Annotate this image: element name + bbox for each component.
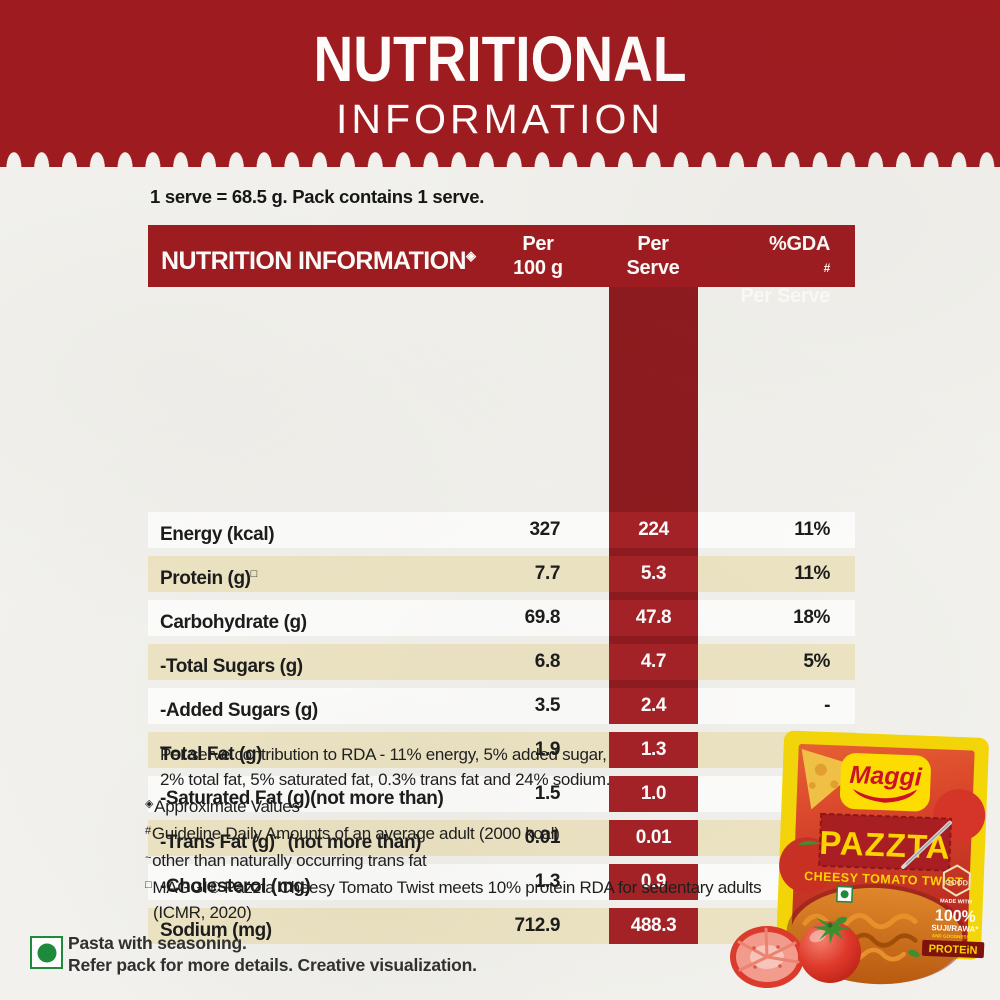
per-100g-value: 1.5 [534, 783, 561, 804]
table-row-protein: Protein (g)□ 7.7 5.3 11% [148, 556, 855, 592]
nutrient-label: Energy (kcal) [160, 524, 275, 545]
per-serve-value: 0.9 [609, 864, 698, 900]
nutrient-label: -Cholesterol (mg) [160, 876, 311, 897]
per-serve-value: 224 [609, 512, 698, 548]
footnote-protein-rda: □MAGGI® Pazzta Cheesy Tomato Twist meets… [145, 878, 762, 922]
disclaimer-line1: Pasta with seasoning. [68, 933, 247, 953]
gda-value: 11% [794, 563, 830, 584]
table-row-sodium: Sodium (mg) 712.9 488.3 20% [148, 908, 855, 944]
svg-text:PAZZTA: PAZZTA [819, 824, 952, 866]
nutrient-label: Total Fat (g) [160, 744, 263, 765]
column-header-per-100g: Per 100 g [513, 233, 563, 279]
table-header: NUTRITION INFORMATION◈ Per 100 g Per Ser… [148, 225, 855, 307]
table-title-text: NUTRITION INFORMATION [161, 247, 467, 275]
per-serve-value: 5.3 [609, 556, 698, 592]
svg-text:MADE WITH: MADE WITH [940, 898, 972, 905]
per-100g-value: 6.8 [534, 651, 561, 672]
serving-note: 1 serve = 68.5 g. Pack contains 1 serve. [150, 186, 485, 207]
gda-footnote-mark: # [823, 261, 831, 275]
per-serve-value: 47.8 [609, 600, 698, 636]
header-banner: NUTRITIONAL INFORMATION [0, 0, 1000, 167]
approximate-values-mark: ◈ [465, 248, 476, 263]
nutrition-table: NUTRITION INFORMATION◈ Per 100 g Per Ser… [148, 225, 855, 944]
per-100g-value: 7.7 [534, 563, 561, 584]
banner-subtitle: INFORMATION [336, 96, 664, 142]
nutrient-label: -Added Sugars (g) [160, 700, 318, 721]
svg-text:PROTEiN: PROTEiN [928, 943, 977, 957]
per-100g-value: 0.01 [524, 827, 561, 848]
good-badge-icon [942, 864, 971, 897]
per-100g-value: 69.8 [524, 607, 561, 628]
per-100g-value: 3.5 [534, 695, 561, 716]
per-100g-value: 1.9 [534, 739, 561, 760]
column-header-per-serve: Per Serve [626, 233, 680, 279]
veg-symbol [30, 936, 63, 969]
disclaimer-line2: Refer pack for more details. Creative vi… [68, 955, 477, 975]
nutrient-label: -Total Sugars (g) [160, 656, 303, 677]
tomato-half [730, 926, 804, 988]
nutrient-label: Protein (g)□ [160, 568, 257, 589]
table-title: NUTRITION INFORMATION◈ [161, 225, 476, 287]
per-100g-value: 712.9 [514, 915, 560, 936]
per-serve-value: 4.7 [609, 644, 698, 680]
pack-veg-symbol [836, 885, 854, 903]
rda-note-line1: Per serve contribution to RDA - 11% ener… [160, 745, 607, 764]
svg-text:Maggi: Maggi [849, 761, 923, 792]
column-header-gda: %GDA # Per Serve [740, 233, 831, 307]
pack-claims: GOOD MADE WITH 100% SUJI/RAWA* AND GOODN… [921, 864, 985, 959]
per-serve-value: 488.3 [609, 908, 698, 944]
svg-text:SUJI/RAWA*: SUJI/RAWA* [931, 923, 979, 934]
per-serve-value: 1.0 [609, 776, 698, 812]
table-row-trans-fat: -Trans Fat (g)~ (not more than) 0.01 0.01… [148, 820, 855, 856]
per-serve-value: 2.4 [609, 688, 698, 724]
veg-dot-icon [37, 943, 56, 962]
table-row-added-sugars: -Added Sugars (g) 3.5 2.4 - [148, 688, 855, 724]
per-100g-value: 1.3 [534, 871, 561, 892]
table-row-energy: Energy (kcal) 327 224 11% [148, 512, 855, 548]
tomato-whole [799, 917, 861, 983]
gda-value: 11% [794, 519, 830, 540]
table-row-total-sugars: -Total Sugars (g) 6.8 4.7 5% [148, 644, 855, 680]
per-serve-value: 0.01 [609, 820, 698, 856]
product-pack-image: Maggi PAZZTA CHEESY TOMATO TWIST [730, 730, 989, 988]
gda-value: 5% [803, 651, 830, 672]
nutrient-label: Carbohydrate (g) [160, 612, 307, 633]
banner-title: NUTRITIONAL [313, 23, 687, 95]
svg-text:GOOD: GOOD [945, 878, 969, 888]
table-row-saturated-fat: -Saturated Fat (g)(not more than) 1.5 1.… [148, 776, 855, 812]
footnotes: Per serve contribution to RDA - 11% ener… [145, 742, 790, 925]
per-serve-value: 1.3 [609, 732, 698, 768]
nutrient-label: -Saturated Fat (g)(not more than) [160, 788, 444, 809]
gda-value: 18% [793, 607, 830, 628]
footnote-trans-fat: ~other than naturally occurring trans fa… [145, 851, 427, 870]
per-100g-value: 327 [529, 519, 560, 540]
svg-text:AND GOODNESS OF: AND GOODNESS OF [932, 933, 978, 940]
gda-value: - [824, 695, 830, 716]
maggi-logo: Maggi [839, 753, 931, 812]
variant-name: CHEESY TOMATO TWIST [804, 869, 964, 889]
nutrient-label: Sodium (mg) [160, 920, 272, 941]
tomato-stem-icon [812, 917, 851, 944]
footnote-gda: #Guideline Daily Amounts of an average a… [145, 824, 560, 843]
svg-text:100%: 100% [935, 907, 977, 926]
table-row-cholesterol: -Cholesterol (mg) 1.3 0.9 - [148, 864, 855, 900]
table-row-carbohydrate: Carbohydrate (g) 69.8 47.8 18% [148, 600, 855, 636]
rda-note-line2: 2% total fat, 5% saturated fat, 0.3% tra… [160, 770, 611, 789]
fork-icon [901, 820, 952, 869]
pack-disclaimer: Pasta with seasoning. Refer pack for mor… [68, 932, 477, 976]
tomato-leaf-icon [797, 840, 821, 845]
footnote-approximate-values: ◈Approximate Values [145, 797, 300, 816]
nutrient-label: -Trans Fat (g)~ (not more than) [160, 832, 422, 853]
